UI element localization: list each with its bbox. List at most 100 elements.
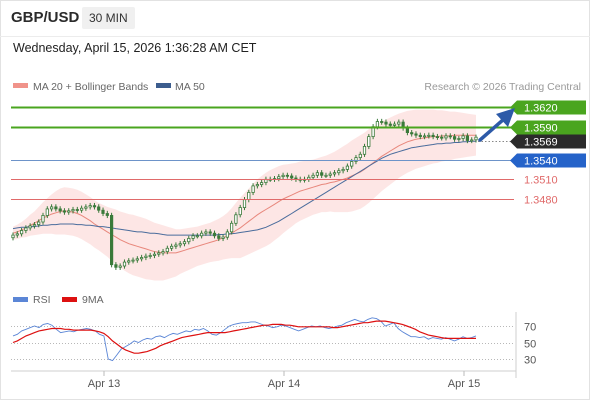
candle-body bbox=[358, 153, 362, 159]
candle-body bbox=[229, 222, 234, 233]
candle-body bbox=[97, 206, 101, 211]
candle-body bbox=[427, 134, 431, 137]
candle-body bbox=[169, 245, 174, 249]
candle-body bbox=[259, 182, 264, 186]
candle-body bbox=[324, 174, 328, 177]
candle-body bbox=[392, 123, 397, 126]
candle-body bbox=[131, 259, 135, 262]
candle-body bbox=[384, 121, 388, 125]
rsi-legend-swatch bbox=[13, 297, 28, 302]
candle-body bbox=[345, 165, 350, 170]
candle-body bbox=[238, 207, 242, 216]
candle-body bbox=[80, 207, 84, 211]
ma50-line bbox=[12, 140, 476, 236]
candle-body bbox=[58, 208, 62, 212]
symbol-title: GBP/USD bbox=[11, 9, 80, 26]
candle-body bbox=[84, 206, 88, 209]
candle-body bbox=[337, 170, 341, 174]
candle-body bbox=[204, 231, 208, 234]
candle-body bbox=[375, 121, 380, 128]
candle-body bbox=[422, 135, 427, 138]
candle-body bbox=[191, 235, 195, 239]
level-label-resistance: 1.3620 bbox=[524, 103, 558, 115]
candle-body bbox=[332, 172, 337, 175]
candle-body bbox=[15, 233, 19, 236]
candle-body bbox=[255, 184, 260, 187]
rsi-line bbox=[12, 317, 477, 362]
candle-body bbox=[50, 206, 54, 210]
candle-body bbox=[88, 205, 92, 208]
candle-body bbox=[199, 232, 204, 237]
candle-body bbox=[32, 224, 37, 227]
candle-body bbox=[24, 227, 28, 231]
candle-body bbox=[440, 136, 444, 139]
candle-body bbox=[71, 209, 75, 212]
candle-body bbox=[208, 231, 212, 234]
candle-body bbox=[41, 214, 45, 223]
level-label-pivot: 1.3540 bbox=[524, 156, 558, 168]
candle-body bbox=[101, 209, 105, 214]
candle-body bbox=[474, 136, 478, 141]
candle-body bbox=[92, 205, 97, 208]
key-levels: 1.3620 1.3590 1.3569 1.3540 1.3510 1.3480 bbox=[11, 100, 586, 207]
candle-body bbox=[281, 174, 285, 178]
x-tick-label: Apr 14 bbox=[268, 378, 300, 390]
candle-body bbox=[139, 257, 144, 260]
candle-body bbox=[225, 231, 229, 238]
candle-body bbox=[311, 174, 315, 178]
candle-body bbox=[178, 243, 182, 246]
candle-body bbox=[465, 135, 470, 141]
level-tag-current bbox=[510, 134, 586, 149]
candle-body bbox=[328, 173, 332, 176]
candle-body bbox=[152, 253, 157, 256]
candle-body bbox=[28, 225, 32, 229]
rsi-legend-label: RSI bbox=[33, 294, 51, 306]
candle-body bbox=[110, 214, 114, 266]
candle-body bbox=[341, 168, 345, 172]
ma50-legend-label: MA 50 bbox=[175, 81, 205, 93]
candle-body bbox=[114, 264, 118, 268]
ma50-legend-swatch bbox=[156, 83, 171, 88]
forecast-arrow-shaft bbox=[478, 117, 506, 142]
bollinger-band bbox=[13, 109, 476, 281]
candle-body bbox=[410, 132, 414, 135]
candle-body bbox=[461, 135, 465, 139]
candle-body bbox=[118, 265, 122, 268]
candle-body bbox=[414, 133, 418, 136]
candle-body bbox=[174, 244, 178, 247]
level-tag-pivot bbox=[510, 153, 586, 168]
level-label-support: 1.3510 bbox=[524, 175, 558, 187]
candle-body bbox=[380, 121, 384, 123]
candle-body bbox=[435, 136, 440, 139]
forecast-arrow-head bbox=[496, 108, 515, 127]
candle-body bbox=[217, 235, 221, 239]
candle-body bbox=[290, 175, 294, 179]
candle-body bbox=[418, 134, 422, 138]
ma20-legend-label: MA 20 + Bollinger Bands bbox=[33, 81, 148, 93]
candle-body bbox=[362, 145, 367, 155]
candle-body bbox=[148, 255, 152, 257]
level-tag-resistance bbox=[510, 100, 586, 115]
x-tick-label: Apr 13 bbox=[88, 378, 120, 390]
price-panel bbox=[11, 109, 478, 281]
candle-body bbox=[388, 123, 392, 126]
candle-body bbox=[11, 234, 15, 239]
candle-body bbox=[45, 208, 49, 216]
candle-body bbox=[75, 209, 79, 211]
rsi-ma-legend-swatch bbox=[62, 297, 77, 302]
candle-body bbox=[182, 241, 187, 245]
candle-body bbox=[37, 221, 41, 225]
candle-body bbox=[187, 237, 191, 243]
timeframe-badge[interactable]: 30 MIN bbox=[82, 7, 135, 29]
candle-body bbox=[127, 260, 131, 263]
candle-body bbox=[67, 210, 71, 213]
candle-body bbox=[242, 199, 247, 208]
candle-body bbox=[195, 235, 199, 238]
candle-body bbox=[251, 185, 255, 193]
rsi-tick-label: 30 bbox=[524, 355, 536, 367]
candle-body bbox=[444, 135, 448, 139]
candle-body bbox=[247, 191, 251, 200]
candle-body bbox=[221, 236, 225, 239]
rsi-tick-label: 50 bbox=[524, 339, 536, 351]
